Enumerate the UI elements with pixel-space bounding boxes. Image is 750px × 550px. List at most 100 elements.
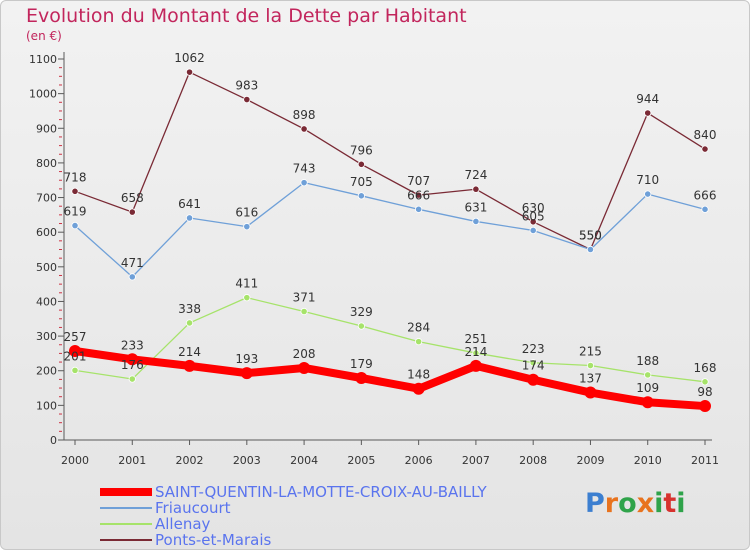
data-label: 338: [178, 302, 201, 316]
data-point: [415, 205, 423, 213]
chart-subtitle: (en €): [26, 29, 62, 43]
data-point: [357, 160, 365, 168]
x-tick-label: 2011: [691, 454, 719, 467]
data-label: 619: [64, 205, 87, 219]
x-tick-label: 2007: [462, 454, 490, 467]
data-label: 109: [636, 381, 659, 395]
logo-letter: P: [585, 488, 605, 519]
data-point: [472, 185, 480, 193]
data-label: 983: [235, 79, 258, 93]
x-tick-label: 2008: [519, 454, 547, 467]
data-label: 666: [694, 188, 717, 202]
data-label: 724: [464, 168, 487, 182]
data-label: 658: [121, 191, 144, 205]
data-point: [300, 307, 308, 316]
data-point: [183, 359, 196, 372]
data-label: 257: [64, 330, 87, 344]
data-label: 284: [407, 321, 430, 335]
data-label: 371: [293, 290, 316, 304]
data-point: [415, 338, 423, 346]
data-label: 188: [636, 354, 659, 368]
data-label: 201: [64, 349, 87, 363]
data-point: [69, 344, 81, 357]
data-point: [644, 109, 652, 117]
data-point: [185, 214, 194, 222]
y-tick-label: 700: [36, 192, 57, 205]
data-point: [128, 208, 136, 216]
data-label: 605: [522, 209, 545, 223]
proxiti-logo: Proxiti: [585, 488, 686, 519]
data-point: [243, 223, 251, 231]
chart-title: Evolution du Montant de la Dette par Hab…: [26, 5, 467, 27]
data-point: [71, 222, 79, 230]
data-label: 641: [178, 197, 201, 211]
legend-swatch: [100, 507, 152, 509]
y-tick-label: 400: [36, 295, 57, 308]
data-label: 176: [121, 358, 144, 372]
y-tick-label: 200: [36, 365, 57, 378]
series-line: [74, 182, 706, 278]
data-label: 666: [407, 188, 430, 202]
data-point: [701, 205, 709, 213]
data-point: [128, 273, 136, 281]
data-label: 631: [464, 200, 487, 214]
data-label: 550: [579, 229, 602, 243]
logo-letter: i: [654, 488, 664, 519]
legend-swatch: [100, 523, 152, 525]
legend-swatch: [100, 488, 152, 496]
data-point: [644, 190, 652, 198]
data-label: 251: [464, 332, 487, 346]
data-label: 707: [407, 174, 430, 188]
y-tick-label: 300: [36, 330, 57, 343]
data-point: [527, 373, 540, 386]
x-tick-label: 2005: [347, 454, 375, 467]
data-point: [357, 192, 365, 200]
logo-letter: x: [636, 488, 655, 519]
data-point: [357, 322, 365, 330]
y-tick-label: 900: [36, 122, 57, 135]
data-label: 616: [235, 206, 258, 220]
y-tick-label: 0: [50, 434, 57, 447]
y-tick-label: 100: [36, 399, 57, 412]
data-point: [128, 375, 136, 383]
data-label: 944: [636, 92, 659, 106]
x-tick-label: 2006: [405, 454, 433, 467]
x-tick-label: 2010: [634, 454, 662, 467]
data-label: 174: [522, 359, 545, 373]
data-label: 215: [579, 345, 602, 359]
legend-label: Ponts-et-Marais: [155, 531, 272, 549]
data-label: 193: [235, 352, 258, 366]
data-label: 98: [697, 385, 712, 399]
data-point: [586, 245, 595, 254]
data-point: [298, 361, 311, 374]
data-point: [300, 179, 308, 187]
data-label: 233: [121, 338, 144, 352]
x-tick-label: 2002: [176, 454, 204, 467]
data-point: [699, 400, 711, 413]
data-label: 630: [522, 201, 545, 215]
data-point: [240, 367, 253, 380]
data-label: 168: [694, 361, 717, 375]
data-label: 840: [694, 128, 717, 142]
data-label: 148: [407, 368, 430, 382]
data-label: 411: [235, 277, 258, 291]
data-label: 223: [522, 342, 545, 356]
data-label: 329: [350, 305, 373, 319]
data-point: [701, 378, 709, 386]
data-point: [185, 68, 194, 76]
data-label: 718: [64, 170, 87, 184]
data-point: [586, 361, 595, 370]
data-label: 705: [350, 175, 373, 189]
data-point: [469, 359, 482, 372]
series-line: [71, 346, 709, 411]
data-label: 550: [579, 229, 602, 243]
data-point: [300, 125, 308, 133]
data-label: 898: [293, 108, 316, 122]
data-label: 796: [350, 143, 373, 157]
legend-label: SAINT-QUENTIN-LA-MOTTE-CROIX-AU-BAILLY: [155, 483, 487, 501]
data-point: [529, 226, 537, 235]
y-tick-label: 600: [36, 226, 57, 239]
data-point: [243, 95, 251, 104]
y-tick-label: 1100: [29, 53, 57, 66]
logo-letter: t: [663, 488, 677, 519]
